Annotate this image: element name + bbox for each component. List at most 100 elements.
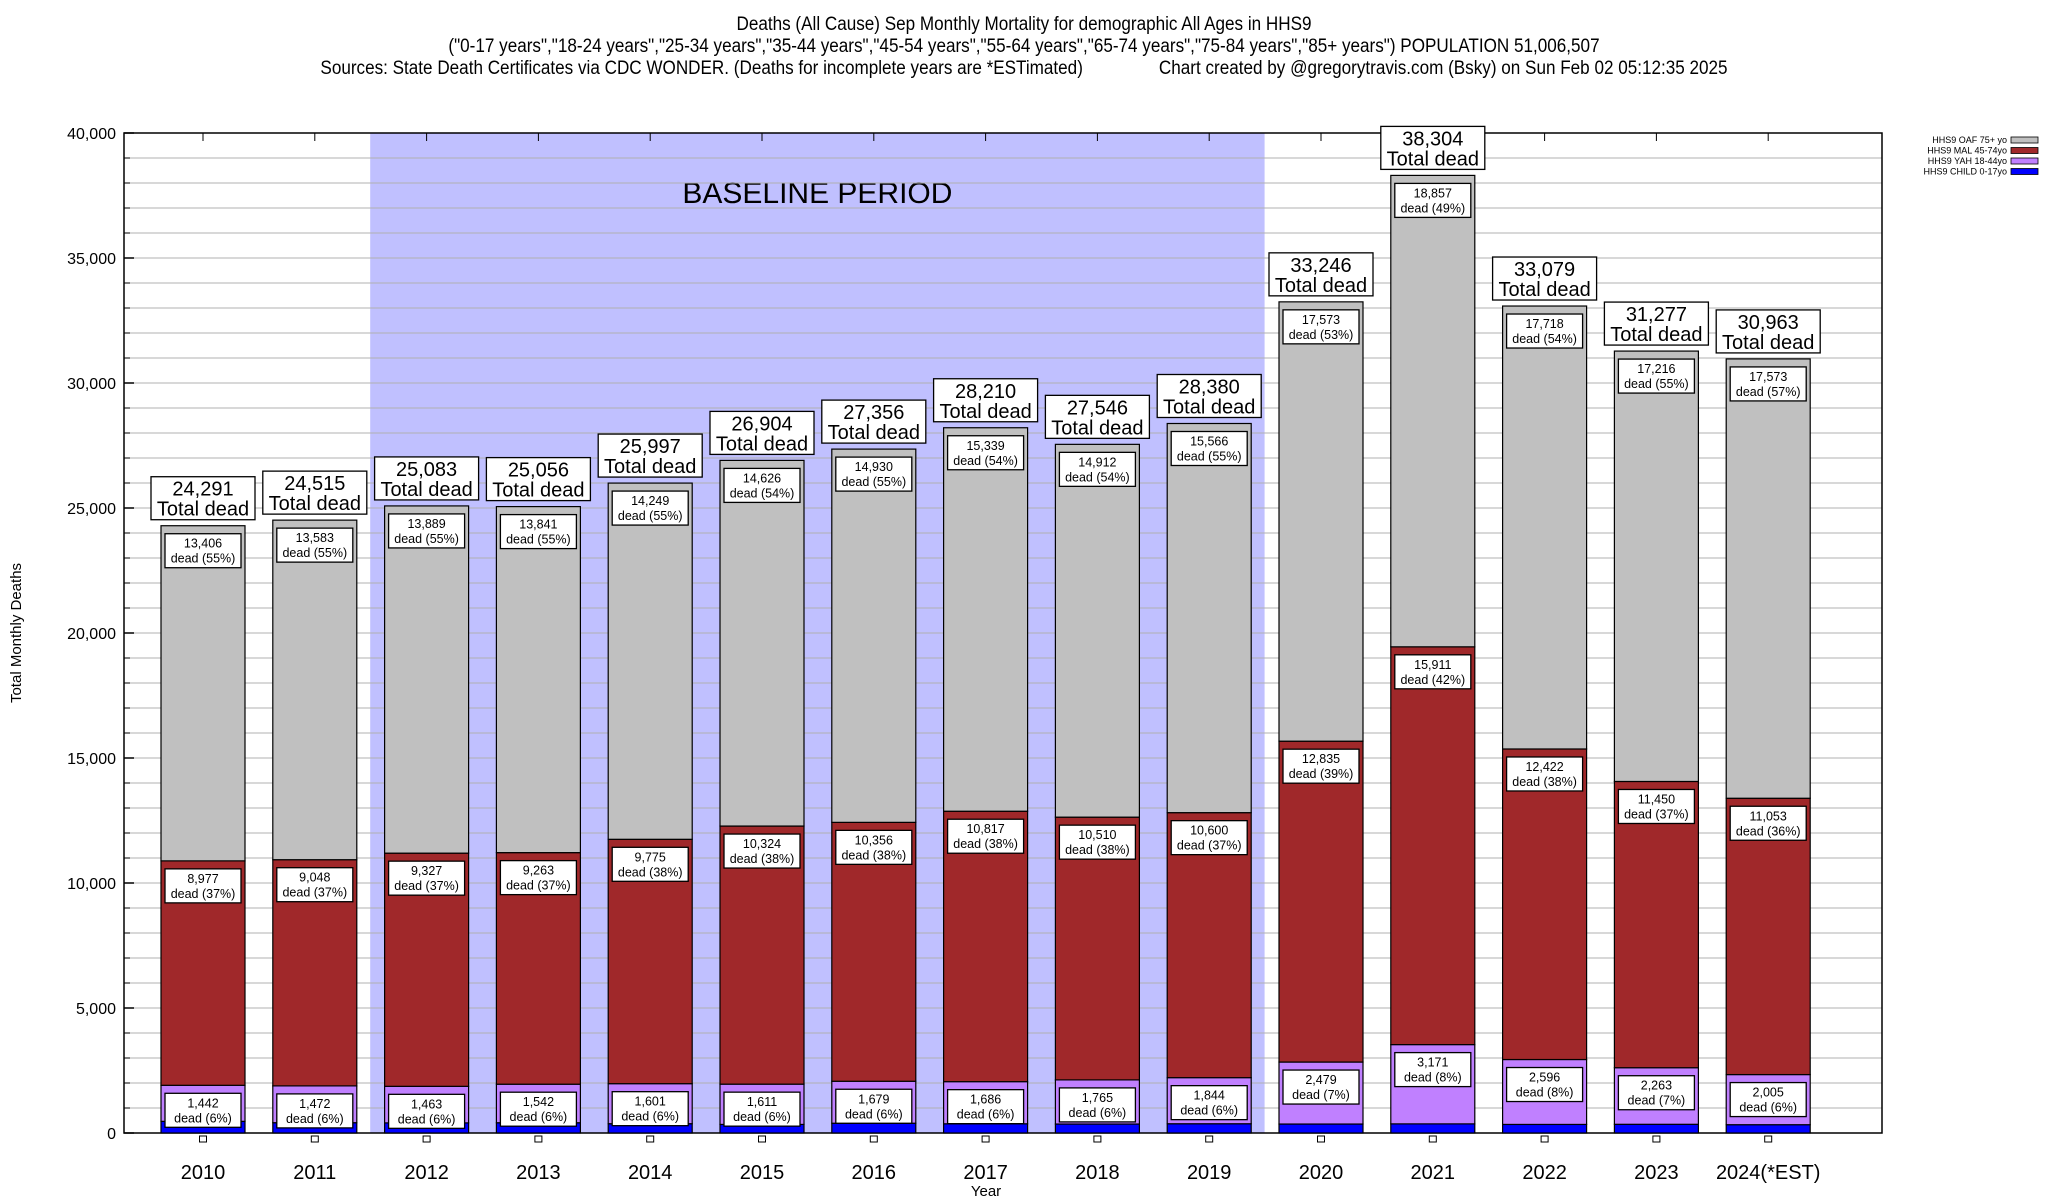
segment-value: 15,911 xyxy=(1414,658,1451,672)
segment-value: 17,573 xyxy=(1749,370,1787,384)
segment-value: 14,626 xyxy=(743,471,781,485)
chart-title: Deaths (All Cause) Sep Monthly Mortality… xyxy=(736,14,1312,35)
x-tick-marker xyxy=(869,1135,878,1143)
segment-pct: dead (6%) xyxy=(174,1111,232,1125)
x-tick-marker xyxy=(1764,1135,1773,1143)
x-tick-label: 2023 xyxy=(1634,1162,1679,1184)
segment-pct: dead (38%) xyxy=(841,848,906,862)
segment-value: 2,596 xyxy=(1529,1071,1560,1085)
segment-value: 9,263 xyxy=(523,864,554,878)
segment-value: 1,611 xyxy=(747,1095,777,1109)
bar-segment-oaf xyxy=(1613,350,1700,783)
y-tick-label: 30,000 xyxy=(67,376,116,393)
bar-segment-oaf xyxy=(1501,305,1588,750)
bar-segment-mal xyxy=(1725,797,1811,1076)
x-tick-marker xyxy=(1205,1135,1214,1143)
bar-segment-child xyxy=(1725,1124,1811,1134)
segment-label-box xyxy=(1617,1075,1696,1111)
segment-label-box xyxy=(1170,820,1248,856)
segment-value: 13,406 xyxy=(184,537,222,551)
segment-label-box xyxy=(1058,824,1137,860)
segment-pct: dead (55%) xyxy=(841,475,906,489)
segment-value: 1,463 xyxy=(411,1097,442,1111)
segment-label-box xyxy=(1394,654,1472,690)
bar-segment-child xyxy=(1278,1123,1364,1134)
segment-pct: dead (37%) xyxy=(506,879,571,893)
bar-segment-child xyxy=(1054,1123,1141,1134)
x-tick-marker xyxy=(422,1135,431,1143)
segment-value: 2,479 xyxy=(1305,1073,1336,1087)
bar-stack xyxy=(1166,422,1252,1134)
segment-value: 13,583 xyxy=(296,531,334,545)
x-tick-label: 2016 xyxy=(852,1162,897,1184)
segment-pct: dead (37%) xyxy=(282,886,347,900)
bar-stack xyxy=(1725,358,1811,1134)
segment-value: 11,053 xyxy=(1750,809,1787,823)
bar-segment-oaf xyxy=(1166,422,1252,814)
total-value: 33,079 xyxy=(1514,259,1575,281)
segment-value: 15,339 xyxy=(966,439,1004,453)
segment-pct: dead (38%) xyxy=(953,837,1018,851)
segment-value: 10,600 xyxy=(1190,824,1228,838)
bar-stack xyxy=(272,519,358,1134)
segment-pct: dead (39%) xyxy=(1289,767,1354,781)
total-suffix: Total dead xyxy=(1275,275,1367,297)
segment-label-box xyxy=(1058,451,1137,488)
segment-label-box xyxy=(1058,1087,1137,1123)
segment-label-box xyxy=(1729,805,1807,841)
x-tick-marker xyxy=(1540,1135,1549,1143)
segment-value: 9,327 xyxy=(411,864,442,878)
chart-title-block: Deaths (All Cause) Sep Monthly Mortality… xyxy=(102,14,1945,80)
segment-label-box xyxy=(1729,1081,1807,1118)
total-value: 38,304 xyxy=(1402,128,1463,150)
segment-value: 14,912 xyxy=(1078,455,1116,469)
segment-label-box xyxy=(276,527,354,563)
total-suffix: Total dead xyxy=(716,433,808,455)
bar-segment-oaf xyxy=(384,505,470,854)
segment-value: 14,249 xyxy=(631,494,669,508)
segment-pct: dead (42%) xyxy=(1400,673,1465,687)
segment-value: 15,566 xyxy=(1190,435,1228,449)
bar-segment-mal xyxy=(1390,646,1476,1046)
segment-pct: dead (55%) xyxy=(1177,450,1242,464)
bar-segment-oaf xyxy=(160,525,246,862)
segment-value: 13,841 xyxy=(519,518,557,532)
total-label-box xyxy=(709,410,815,456)
segment-value: 9,048 xyxy=(299,871,330,885)
segment-value: 9,775 xyxy=(635,850,666,864)
segment-pct: dead (38%) xyxy=(618,865,683,879)
sources-text: Sources: State Death Certificates via CD… xyxy=(320,58,1083,79)
segment-pct: dead (55%) xyxy=(394,532,459,546)
segment-label-box xyxy=(835,456,913,492)
x-tick-label: 2018 xyxy=(1075,1162,1120,1184)
segment-pct: dead (37%) xyxy=(394,879,459,893)
segment-pct: dead (6%) xyxy=(621,1110,679,1124)
segment-pct: dead (55%) xyxy=(282,546,347,560)
segment-value: 18,857 xyxy=(1414,186,1452,200)
total-label-box xyxy=(485,456,592,502)
x-tick-label: 2019 xyxy=(1187,1162,1232,1184)
segment-value: 1,472 xyxy=(299,1097,330,1111)
segment-label-box xyxy=(1282,1069,1360,1105)
bar-segment-child xyxy=(1501,1123,1588,1134)
x-tick-marker xyxy=(1093,1135,1102,1143)
